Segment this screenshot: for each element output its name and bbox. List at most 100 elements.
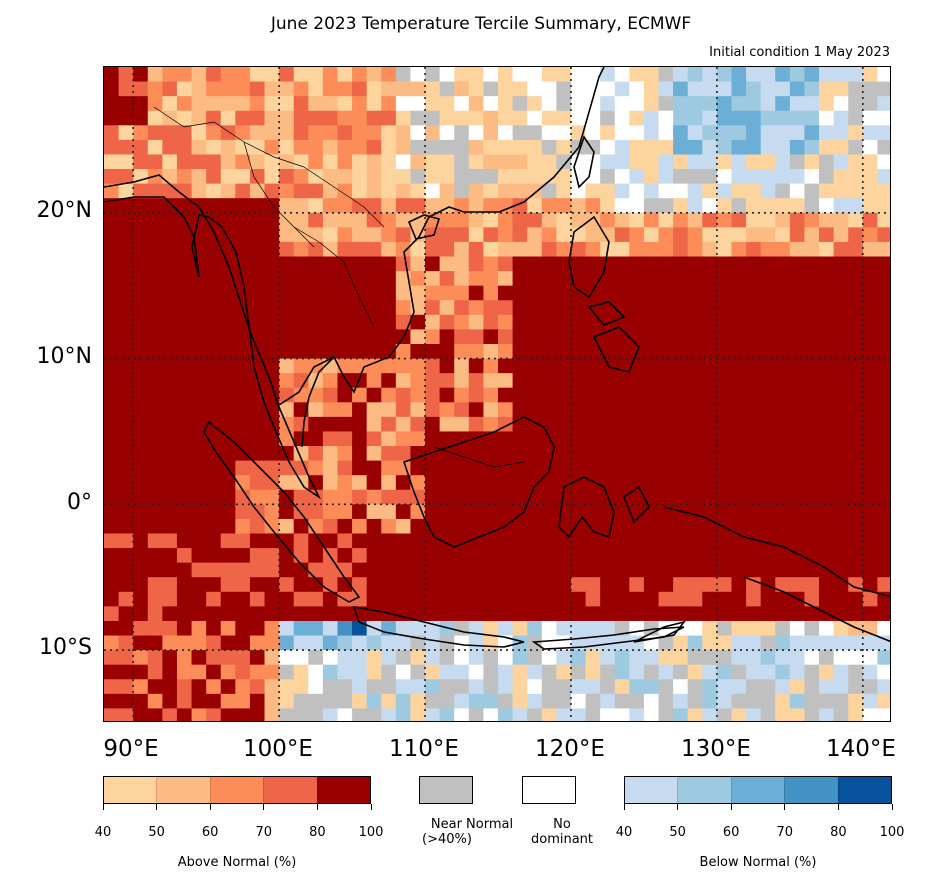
grid-cell [308, 169, 324, 185]
grid-cell [877, 489, 890, 505]
grid-cell [585, 446, 601, 462]
grid-cell [702, 606, 718, 622]
grid-cell [731, 154, 747, 170]
grid-cell [512, 402, 528, 418]
grid-cell [877, 577, 890, 593]
grid-cell [629, 169, 645, 185]
coast-mainland [104, 174, 322, 500]
grid-cell [848, 489, 864, 505]
grid-cell [454, 125, 470, 141]
above-normal-caption: Above Normal (%) [177, 855, 297, 870]
grid-cell [381, 373, 397, 389]
grid-cell [498, 591, 514, 607]
grid-cell [527, 591, 543, 607]
grid-cell [848, 81, 864, 97]
grid-cell [731, 256, 747, 272]
grid-cell [600, 387, 616, 403]
grid-cell [352, 402, 368, 418]
grid-cell [425, 548, 441, 564]
grid-cell [104, 314, 120, 330]
grid-cell [454, 664, 470, 680]
grid-cell [425, 256, 441, 272]
grid-cell [702, 504, 718, 520]
above-ticks-label-0: 40 [94, 825, 112, 840]
grid-cell [176, 212, 193, 228]
grid-cell [862, 300, 878, 316]
grid-cell [760, 518, 776, 535]
grid-cell [819, 577, 835, 593]
grid-cell [760, 548, 776, 564]
grid-cell [352, 620, 368, 637]
grid-cell [527, 169, 543, 185]
grid-cell [468, 343, 484, 360]
grid-cell [702, 125, 718, 141]
grid-cell [702, 183, 718, 199]
above-ticks-label-3: 70 [255, 825, 273, 840]
grid-cell [454, 329, 470, 345]
coast-java [352, 605, 525, 648]
grid-cell [819, 431, 835, 447]
grid-cell [775, 562, 791, 578]
grid-cell [220, 693, 236, 710]
grid-cell [512, 591, 528, 607]
grid-cell [556, 431, 572, 447]
grid-cell [687, 198, 703, 214]
grid-cell [439, 110, 455, 126]
grid-cell [220, 416, 236, 433]
grid-cell [337, 212, 353, 228]
coast-moluccas [623, 485, 650, 524]
grid-cell [512, 314, 528, 330]
grid-cell [512, 139, 528, 156]
lon-label-100e: 100°E [243, 736, 313, 762]
grid-cell [322, 708, 339, 721]
grid-cell [133, 358, 149, 374]
grid-cell [264, 154, 280, 170]
grid-cell [454, 81, 470, 97]
grid-cell [585, 504, 601, 520]
grid-cell [775, 664, 791, 680]
grid-cell [512, 271, 528, 287]
grid-cell [425, 358, 441, 374]
grid-cell [118, 358, 134, 374]
grid-cell [527, 358, 543, 374]
grid-cell [439, 664, 455, 680]
grid-cell [833, 708, 849, 721]
grid-cell [322, 402, 339, 418]
grid-cell [819, 373, 835, 389]
grid-cell [731, 431, 747, 447]
grid-cell [760, 227, 776, 243]
grid-cell [162, 387, 178, 403]
grid-cell [264, 358, 280, 374]
grid-cell [133, 256, 149, 272]
grid-cell [585, 708, 601, 721]
grid-cell [206, 548, 222, 564]
grid-cell [527, 387, 543, 403]
grid-cell [848, 460, 864, 476]
grid-cell [541, 708, 557, 721]
grid-cell [643, 562, 660, 578]
grid-cell [308, 693, 324, 710]
grid-cell [279, 96, 295, 112]
grid-cell [352, 489, 368, 505]
grid-cell [833, 67, 849, 83]
grid-cell [249, 110, 266, 126]
grid-cell [249, 460, 266, 476]
grid-cell [162, 518, 178, 535]
grid-cell [395, 577, 412, 593]
grid-cell [556, 300, 572, 316]
grid-cell [176, 329, 193, 345]
grid-cell [862, 227, 878, 243]
grid-cell [687, 431, 703, 447]
grid-cell [322, 227, 339, 243]
grid-cell [789, 198, 806, 214]
grid-cell [877, 620, 890, 637]
grid-cell [147, 562, 163, 578]
grid-cell [498, 475, 514, 491]
grid-cell [176, 154, 193, 170]
grid-cell [147, 504, 163, 520]
grid-cell [570, 577, 587, 593]
grid-cell [643, 198, 660, 214]
coast-luzon [568, 215, 610, 299]
grid-cell [191, 650, 207, 666]
grid-cell [235, 518, 251, 535]
